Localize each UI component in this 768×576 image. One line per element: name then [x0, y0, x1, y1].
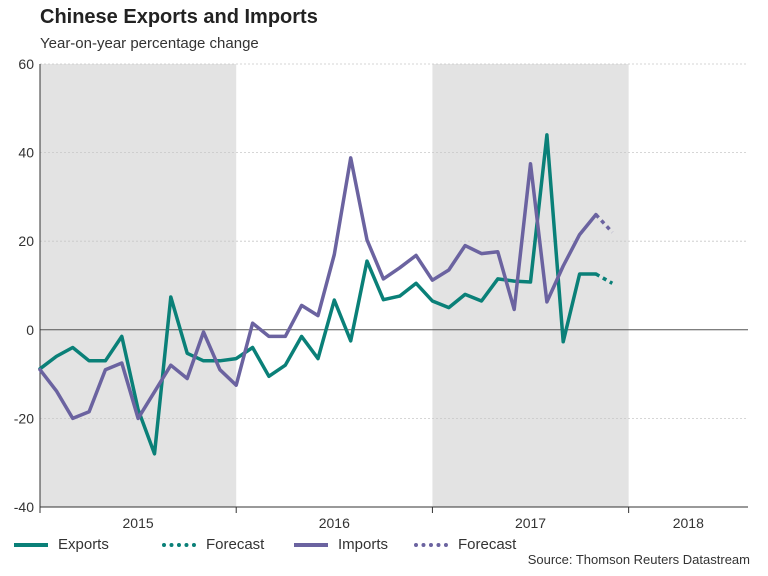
legend-label-imports: Imports — [338, 536, 389, 553]
y-tick-label: 0 — [26, 322, 34, 338]
shaded-band-2015 — [40, 64, 237, 507]
legend-label-imports-forecast: Forecast — [458, 536, 517, 553]
x-tick-label-2015: 2015 — [123, 515, 154, 530]
legend-item-imports-forecast: Forecast — [414, 536, 516, 553]
legend-swatch-imports-forecast — [414, 542, 448, 547]
chart-title: Chinese Exports and Imports — [40, 6, 318, 28]
legend-label-exports-forecast: Forecast — [206, 536, 265, 553]
series-line-forecast-exports-dotted — [595, 272, 614, 285]
legend-swatch-exports-forecast — [162, 542, 196, 547]
x-tick-label-2018: 2018 — [673, 515, 704, 530]
y-tick-label: -40 — [14, 499, 34, 515]
y-tick-label: 60 — [18, 56, 34, 72]
legend-item-exports: Exports — [14, 536, 109, 553]
shaded-band-2017 — [432, 64, 629, 507]
legend-swatch-exports — [14, 542, 48, 547]
series-line-exports-exports-solid — [38, 133, 598, 456]
legend-swatch-imports — [294, 542, 328, 547]
source-note: Source: Thomson Reuters Datastream — [527, 552, 750, 567]
line-chart: -40 -20 0 20 40 60 2015 2016 2017 2018 — [14, 56, 748, 530]
y-tick-label: 20 — [18, 233, 34, 249]
legend-item-exports-forecast: Forecast — [162, 536, 264, 553]
legend-label-exports: Exports — [58, 536, 109, 553]
chart-subtitle: Year-on-year percentage change — [40, 35, 259, 52]
legend-item-imports: Imports — [294, 536, 388, 553]
y-tick-label: 40 — [18, 145, 34, 161]
x-tick-label-2016: 2016 — [319, 515, 350, 530]
y-tick-label: -20 — [14, 410, 34, 426]
series-line-imports-imports-solid — [38, 156, 598, 421]
x-tick-label-2017: 2017 — [515, 515, 546, 530]
